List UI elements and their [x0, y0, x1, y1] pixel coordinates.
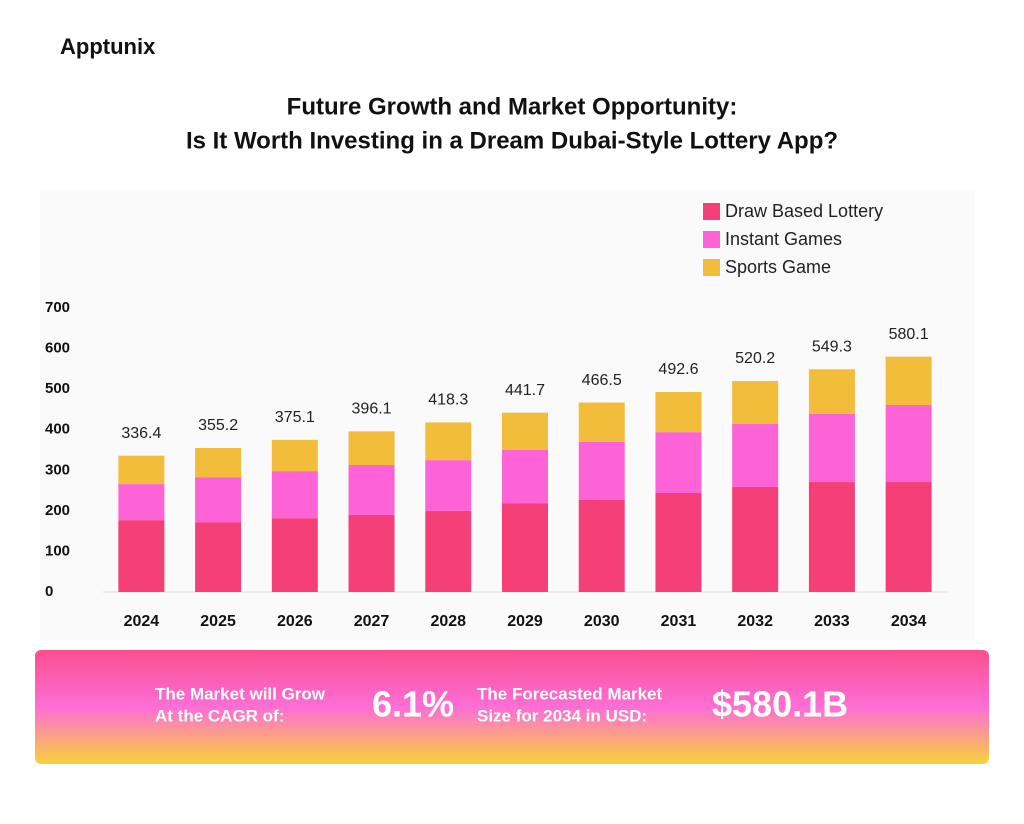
y-tick-label: 0 — [45, 583, 53, 600]
x-tick-label: 2026 — [277, 613, 313, 630]
bar-segment — [885, 482, 932, 592]
total-label: 492.6 — [658, 361, 698, 378]
bar-segment — [271, 439, 318, 472]
bar-segment — [732, 381, 779, 425]
x-tick-label: 2029 — [507, 613, 543, 630]
bar-segment — [808, 369, 855, 414]
total-label: 396.1 — [352, 401, 392, 418]
stat-label: The Forecasted Market — [477, 684, 663, 703]
y-tick-label: 400 — [45, 421, 70, 438]
bar-segment — [885, 404, 932, 483]
total-label: 355.2 — [198, 417, 238, 434]
bar-segment — [808, 482, 855, 592]
bar-segment — [808, 413, 855, 483]
stat-label: Size for 2034 in USD: — [477, 706, 647, 725]
banner — [35, 650, 989, 764]
total-label: 441.7 — [505, 382, 545, 399]
bar-segment — [195, 522, 242, 592]
bar-segment — [425, 422, 472, 461]
x-tick-label: 2032 — [737, 613, 773, 630]
x-tick-label: 2031 — [661, 613, 697, 630]
total-label: 336.4 — [121, 425, 161, 442]
bar-segment — [118, 520, 165, 592]
bar-segment — [425, 510, 472, 592]
bar-segment — [118, 455, 165, 485]
bar-segment — [885, 356, 932, 405]
banner-stats: The Market will Grow At the CAGR of: 6.1% T… — [155, 684, 848, 726]
brand-logo: Apptunix — [60, 34, 156, 59]
page-title: Future Growth and Market Opportunity: — [287, 93, 738, 120]
bar-segment — [655, 391, 702, 433]
x-tick-label: 2034 — [891, 613, 927, 630]
stat-label: At the CAGR of: — [155, 706, 284, 725]
bar-segment — [578, 441, 625, 500]
total-label: 520.2 — [735, 350, 775, 367]
y-tick-label: 100 — [45, 542, 70, 559]
bar-segment — [655, 432, 702, 494]
bar-segment — [502, 412, 548, 450]
y-tick-label: 300 — [45, 461, 70, 478]
total-label: 580.1 — [889, 326, 929, 343]
bar-segment — [502, 503, 548, 592]
total-label: 418.3 — [428, 392, 468, 409]
bar-segment — [271, 518, 318, 592]
legend-label: Draw Based Lottery — [725, 201, 883, 221]
bar-segment — [425, 460, 472, 511]
stat-label: The Market will Grow — [155, 684, 326, 703]
x-tick-label: 2024 — [124, 613, 160, 630]
legend-swatch — [703, 259, 720, 276]
bar-segment — [732, 424, 779, 487]
legend-swatch — [703, 231, 720, 248]
bar-segment — [348, 431, 395, 466]
bar-segment — [195, 477, 242, 523]
x-tick-label: 2025 — [200, 613, 236, 630]
legend-swatch — [703, 203, 720, 220]
bar-segment — [655, 493, 702, 592]
x-tick-label: 2033 — [814, 613, 850, 630]
y-tick-label: 600 — [45, 340, 70, 357]
chart: 0 100 200 300 400 500 600 700 336.4 2024 355.2 2025… — [45, 201, 947, 630]
x-tick-label: 2028 — [430, 613, 466, 630]
stat-value: $580.1B — [712, 684, 848, 725]
bar-segment — [195, 447, 242, 478]
page-title: Is It Worth Investing in a Dream Dubai-S… — [186, 127, 838, 154]
bar-segment — [578, 499, 625, 592]
bar-segment — [348, 514, 395, 592]
total-label: 466.5 — [582, 372, 622, 389]
x-tick-label: 2027 — [354, 613, 390, 630]
y-tick-label: 500 — [45, 380, 70, 397]
y-tick-label: 700 — [45, 299, 70, 316]
x-tick-label: 2030 — [584, 613, 620, 630]
legend-label: Sports Game — [725, 257, 831, 277]
legend-label: Instant Games — [725, 229, 842, 249]
bar-segment — [271, 471, 318, 519]
bar-segment — [732, 486, 779, 592]
stat-value: 6.1% — [372, 684, 454, 725]
total-label: 375.1 — [275, 409, 315, 426]
total-label: 549.3 — [812, 338, 852, 355]
bar-segment — [502, 450, 548, 504]
bar-segment — [578, 402, 625, 442]
bar-segment — [118, 484, 165, 521]
bar-segment — [348, 465, 395, 515]
y-tick-label: 200 — [45, 502, 70, 519]
